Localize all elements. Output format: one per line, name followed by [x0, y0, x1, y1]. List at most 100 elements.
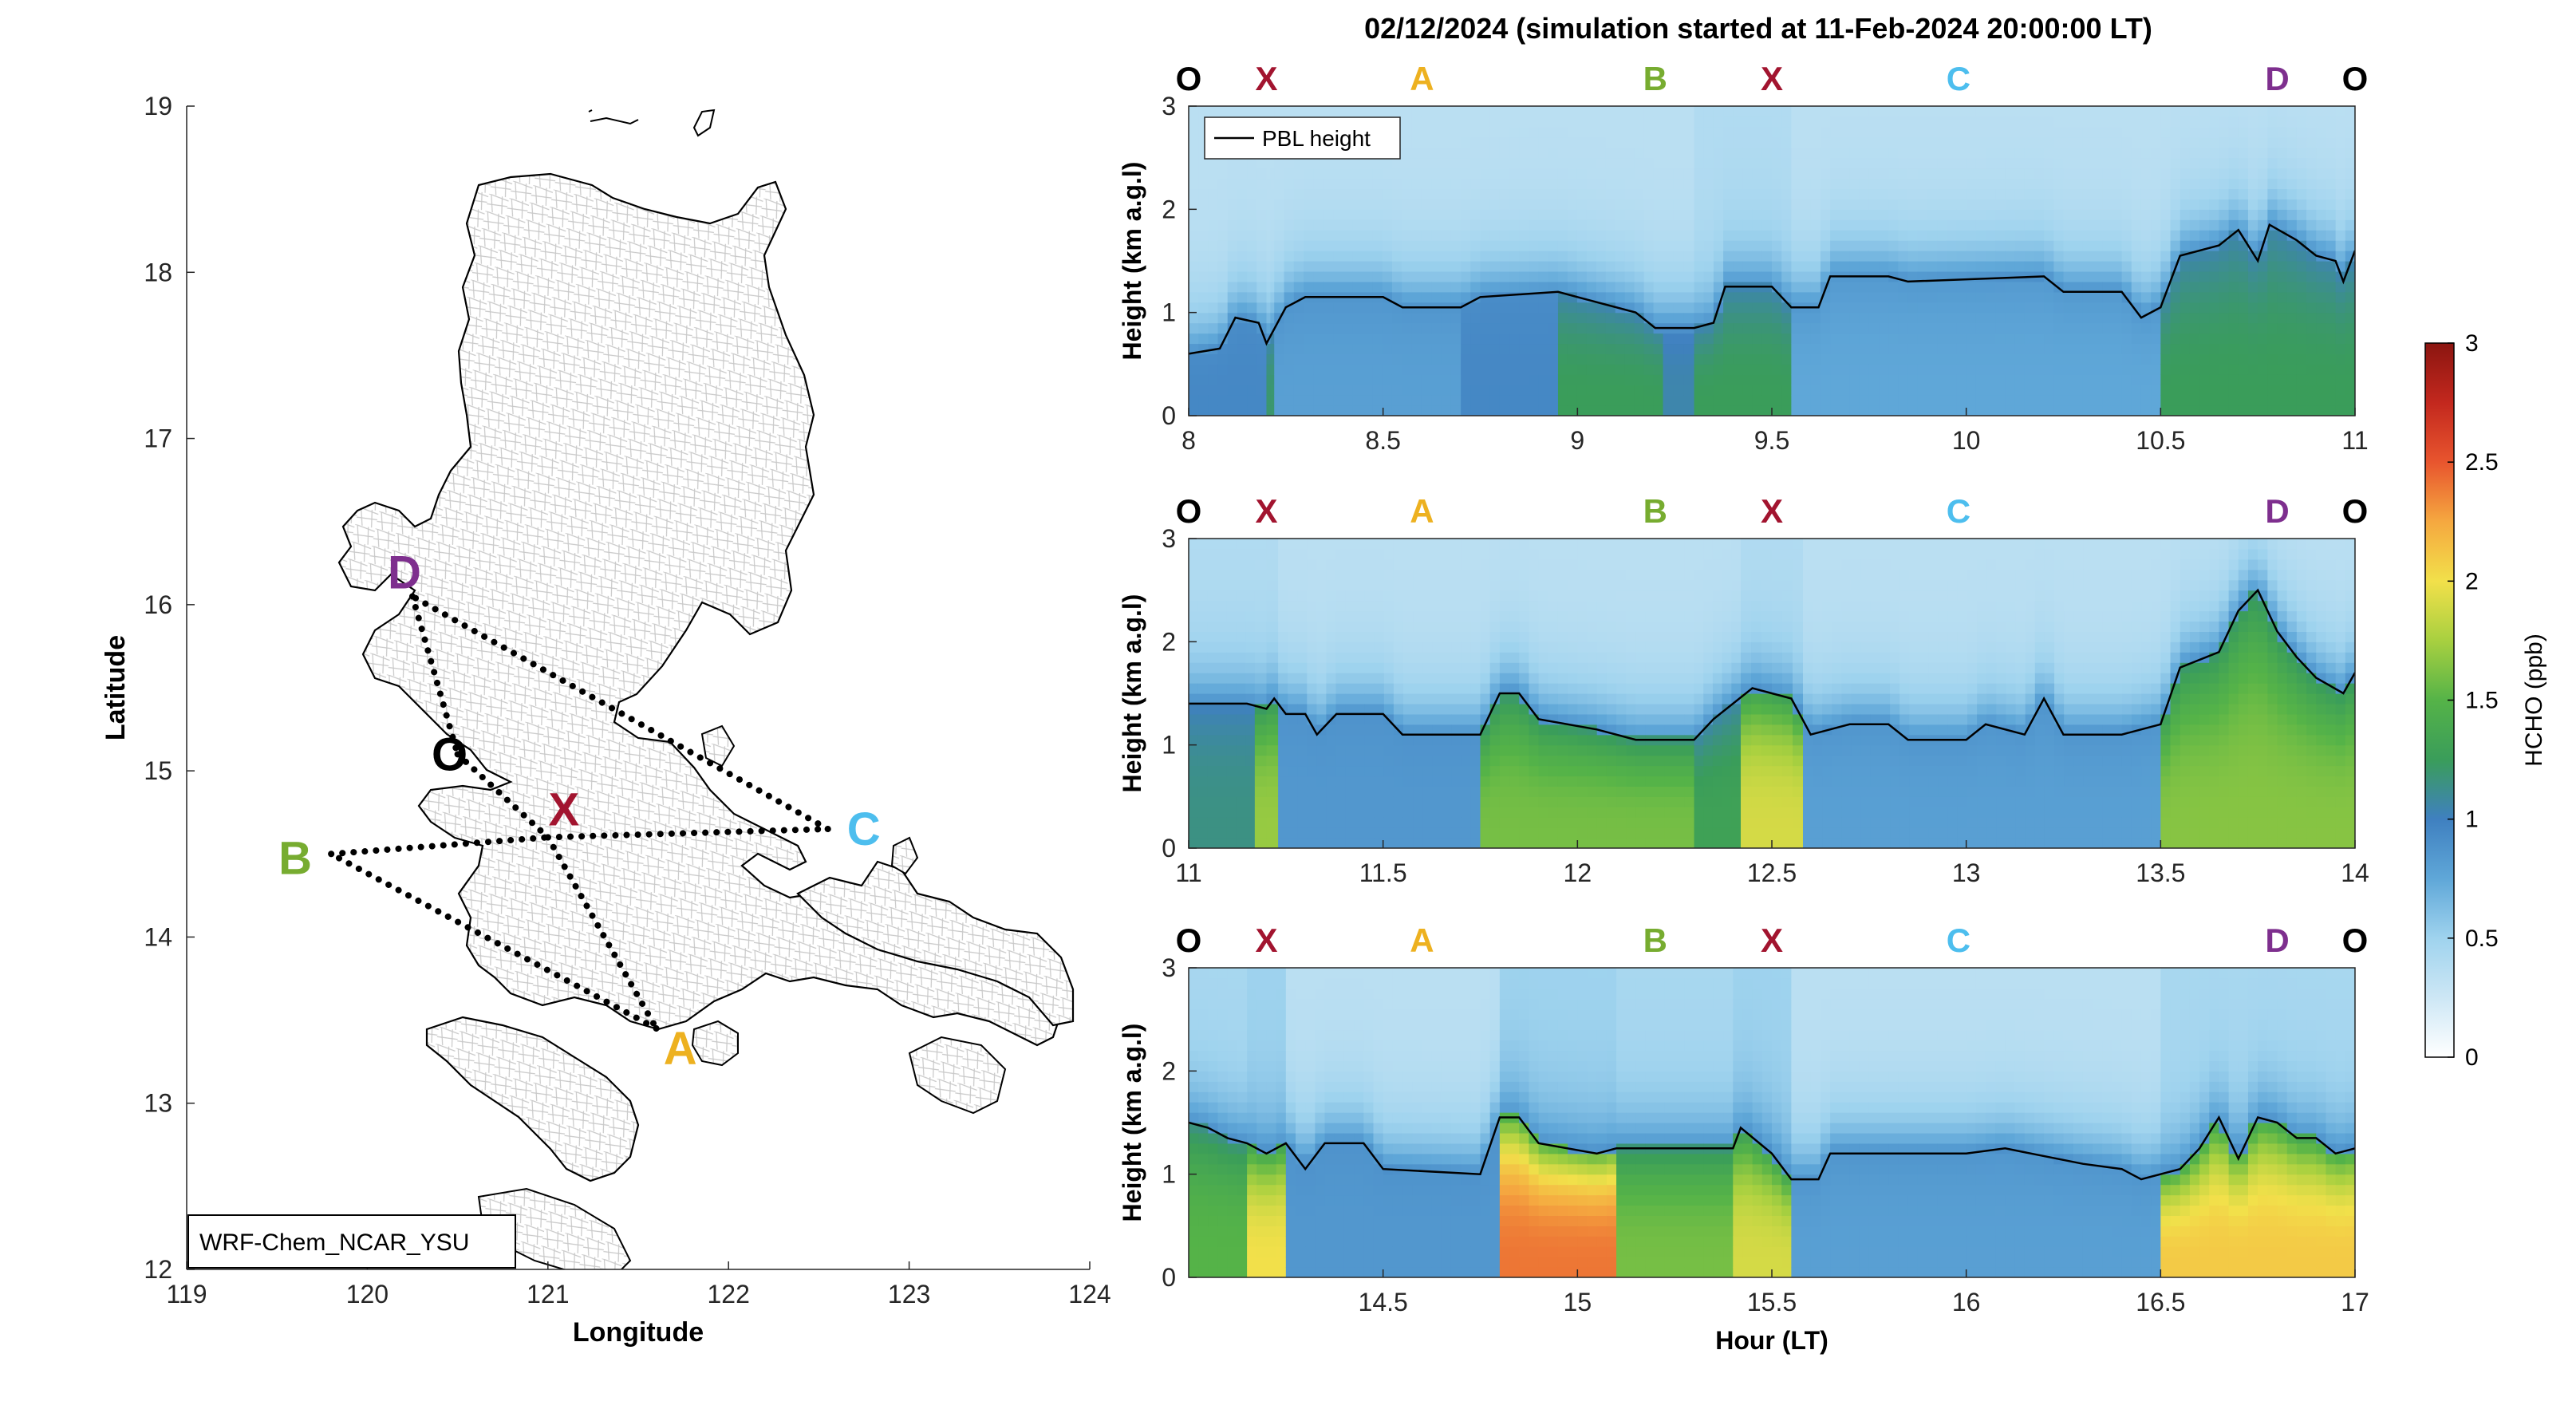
hcho-cell: [2160, 322, 2172, 334]
hcho-cell: [1557, 188, 1568, 199]
hcho-cell: [2151, 230, 2161, 241]
hcho-cell: [1538, 827, 1549, 839]
hcho-cell: [2053, 209, 2065, 220]
hcho-cell: [1791, 230, 1802, 241]
hcho-cell: [1335, 579, 1347, 591]
hcho-cell: [2189, 291, 2200, 303]
hcho-cell: [1653, 353, 1664, 365]
hcho-cell: [1587, 590, 1598, 602]
hcho-cell: [2073, 353, 2084, 365]
hcho-cell: [1343, 199, 1354, 210]
hcho-cell: [1217, 569, 1227, 581]
hcho-cell: [1432, 600, 1442, 612]
hcho-cell: [2296, 126, 2307, 138]
hcho-cell: [2238, 395, 2249, 406]
hcho-cell: [1461, 673, 1472, 684]
hcho-cell: [1820, 251, 1831, 262]
hcho-cell: [1307, 827, 1317, 839]
hcho-cell: [1432, 713, 1442, 725]
hcho-cell: [2219, 281, 2230, 293]
hcho-cell: [1713, 106, 1724, 117]
hcho-cell: [2063, 312, 2074, 324]
hcho-cell: [1888, 322, 1899, 334]
hcho-cell: [1529, 558, 1540, 570]
hcho-cell: [2151, 188, 2161, 199]
hcho-cell: [1304, 106, 1315, 117]
hcho-cell: [1643, 291, 1655, 303]
hcho-cell: [1986, 178, 1996, 190]
hcho-cell: [1374, 569, 1385, 581]
hcho-cell: [1596, 230, 1607, 241]
hcho-cell: [1840, 230, 1851, 241]
hcho-cell: [1364, 796, 1375, 807]
hcho-cell: [1605, 353, 1616, 365]
hcho-cell: [1247, 251, 1257, 262]
hcho-cell: [1723, 116, 1734, 128]
hcho-cell: [1288, 673, 1298, 684]
hcho-cell: [1207, 713, 1218, 725]
hcho-cell: [1461, 157, 1471, 169]
hcho-cell: [1519, 199, 1530, 210]
hcho-cell: [1801, 261, 1812, 272]
hcho-cell: [1442, 734, 1452, 746]
hcho-cell: [1663, 106, 1675, 117]
hcho-cell: [2160, 333, 2172, 345]
hcho-cell: [2286, 374, 2298, 385]
hcho-cell: [1927, 106, 1938, 117]
hcho-cell: [1956, 353, 1967, 365]
hcho-cell: [1247, 353, 1257, 365]
hcho-cell: [1480, 147, 1491, 159]
hcho-cell: [1624, 116, 1635, 128]
hcho-cell: [1898, 157, 1909, 169]
hcho-cell: [1849, 395, 1860, 406]
hcho-cell: [1752, 312, 1763, 324]
hcho-cell: [2247, 261, 2258, 272]
hcho-cell: [1391, 209, 1402, 220]
hcho-cell: [2121, 251, 2132, 262]
hcho-cell: [1519, 796, 1530, 807]
y-axis-label: Height (km a.g.l): [1118, 162, 1146, 361]
hcho-cell: [2063, 147, 2074, 159]
hcho-cell: [1278, 683, 1288, 694]
hcho-cell: [1605, 374, 1616, 385]
hcho-cell: [1742, 251, 1753, 262]
hcho-cell: [1364, 703, 1375, 715]
hcho-cell: [1703, 147, 1714, 159]
hcho-cell: [1461, 631, 1472, 642]
hcho-cell: [2170, 291, 2181, 303]
hcho-cell: [1947, 178, 1958, 190]
hcho-cell: [1567, 116, 1578, 128]
hcho-cell: [2199, 199, 2210, 210]
hcho-cell: [1713, 116, 1724, 128]
hcho-cell: [2140, 209, 2152, 220]
hcho-cell: [1519, 827, 1530, 839]
hcho-cell: [1421, 385, 1432, 396]
hcho-cell: [1413, 776, 1423, 787]
hcho-cell: [1266, 621, 1279, 632]
hcho-cell: [1995, 270, 2006, 282]
hcho-cell: [1879, 168, 1889, 180]
hcho-cell: [2228, 353, 2239, 365]
hcho-cell: [1274, 157, 1285, 169]
hcho-cell: [1509, 209, 1520, 220]
hcho-cell: [2151, 374, 2161, 385]
hcho-cell: [2121, 147, 2132, 159]
hcho-cell: [1343, 168, 1354, 180]
hcho-cell: [1499, 209, 1510, 220]
hcho-cell: [1461, 755, 1472, 767]
hcho-cell: [1470, 796, 1481, 807]
hcho-cell: [1615, 322, 1626, 334]
hcho-cell: [1605, 261, 1616, 272]
hcho-cell: [1441, 209, 1452, 220]
hcho-cell: [1422, 703, 1433, 715]
hcho-cell: [1810, 126, 1821, 138]
hcho-cell: [1801, 353, 1812, 365]
hcho-cell: [1345, 724, 1356, 736]
hcho-cell: [1509, 786, 1520, 797]
hcho-cell: [2014, 199, 2026, 210]
hcho-cell: [1499, 765, 1510, 777]
hcho-cell: [1927, 333, 1938, 345]
hcho-cell: [1383, 776, 1395, 787]
hcho-cell: [1480, 312, 1491, 324]
hcho-cell: [1266, 157, 1271, 169]
